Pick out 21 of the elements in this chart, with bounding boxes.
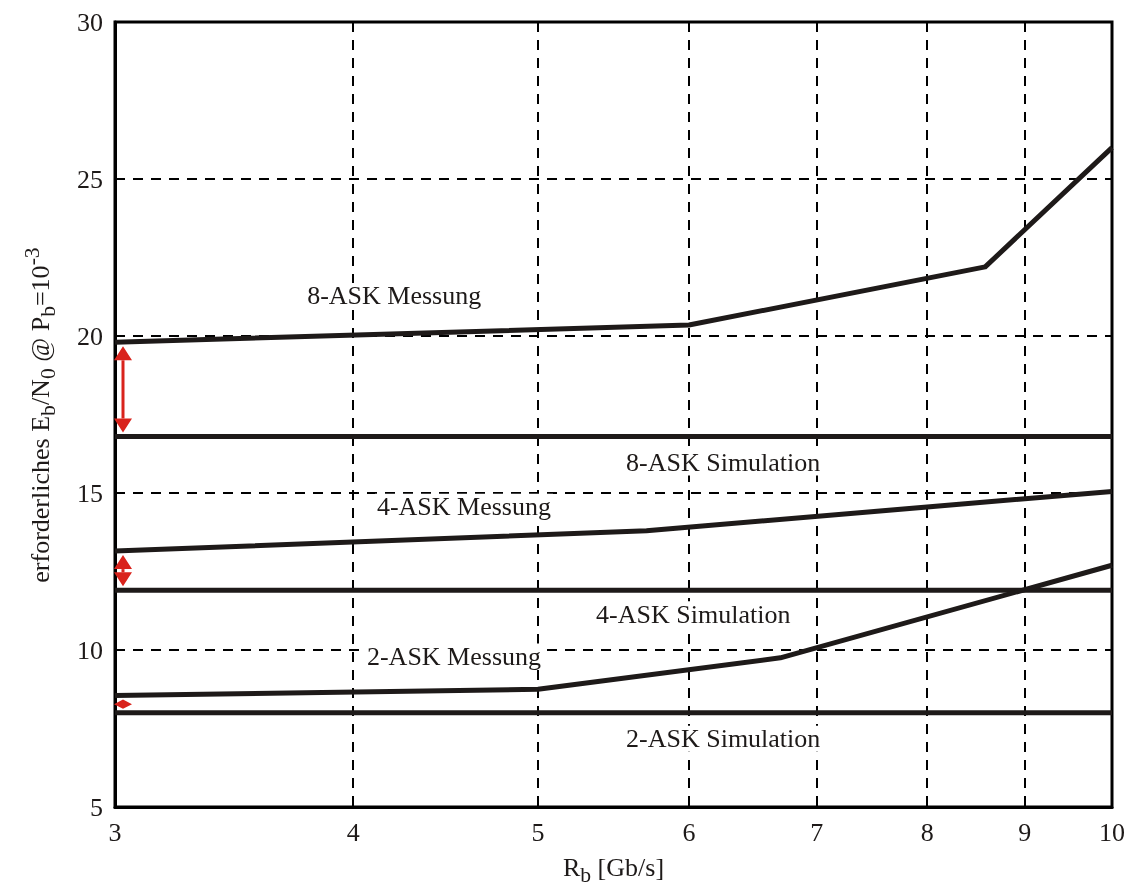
- series-label: 2-ASK Simulation: [626, 724, 821, 754]
- x-axis-title: R$_{b}$ [Gb/s]: [562, 852, 665, 890]
- x-tick-label: 5: [531, 817, 545, 847]
- series-label: 2-ASK Messung: [366, 642, 542, 671]
- x-tick-label: 4: [346, 817, 360, 847]
- series-label: 4-ASK Messung: [376, 492, 551, 522]
- y-tick-label: 15: [77, 478, 103, 508]
- y-tick-label: 20: [77, 321, 103, 351]
- series-label: 8-ASK Messung: [307, 281, 482, 311]
- x-tick-label: 3: [108, 817, 122, 847]
- x-tick-label: 10: [1099, 817, 1125, 847]
- series-label: 8-ASK Simulation: [626, 447, 821, 477]
- y-tick-label: 25: [77, 164, 103, 194]
- x-tick-label: 8: [920, 817, 934, 847]
- x-tick-label: 7: [810, 817, 824, 847]
- series-label: 4-ASK Simulation: [596, 599, 791, 629]
- x-tick-label: 9: [1018, 817, 1032, 847]
- y-tick-label: 5: [90, 792, 103, 822]
- y-tick-label: 30: [77, 7, 103, 37]
- x-tick-label: 6: [682, 817, 696, 847]
- y-tick-label: 10: [77, 635, 103, 665]
